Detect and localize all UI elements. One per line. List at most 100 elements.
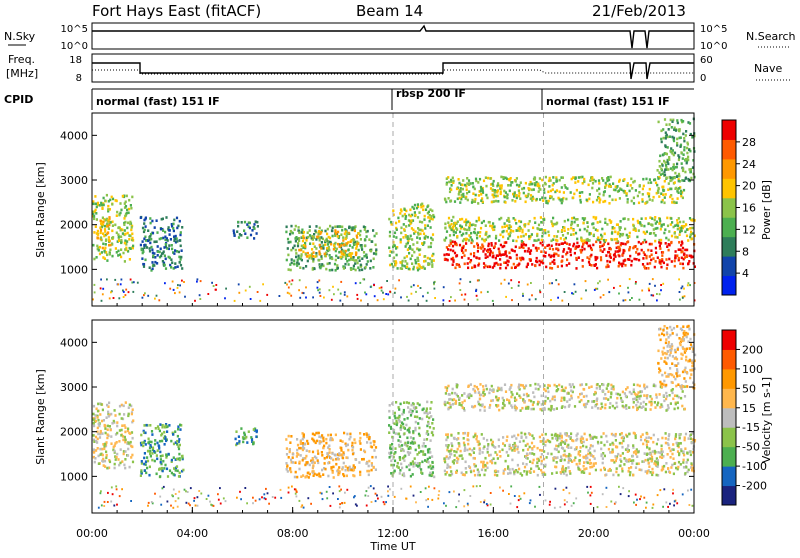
data-cell [132,437,134,440]
data-cell [533,239,535,242]
data-cell [655,247,657,250]
data-cell [149,447,151,450]
data-cell [663,232,665,235]
data-cell [427,458,429,461]
noise-cell [100,287,102,289]
data-cell [486,448,488,451]
data-cell [298,231,300,234]
data-cell [665,164,667,167]
data-cell [130,207,132,210]
data-cell [396,228,398,231]
data-cell [124,424,126,427]
data-cell [595,469,597,472]
data-cell [671,235,673,238]
data-cell [461,256,463,259]
data-cell [511,436,513,439]
data-cell [633,401,635,404]
data-cell [559,179,561,182]
nsearch-tick-top: 10^5 [700,24,727,35]
data-cell [111,422,113,425]
data-cell [295,240,297,243]
data-cell [543,407,545,410]
data-cell [627,450,629,453]
data-cell [395,222,397,225]
data-cell [521,240,523,243]
data-cell [314,230,316,233]
data-cell [556,235,558,238]
data-cell [465,232,467,235]
data-cell [483,437,485,440]
data-cell [602,462,604,465]
data-cell [419,253,421,256]
noise-cell [137,282,139,284]
data-cell [117,458,119,461]
data-cell [679,231,681,234]
data-cell [107,205,109,208]
noise-cell [529,299,531,301]
data-cell [511,267,513,270]
data-cell [313,236,315,239]
data-cell [668,182,670,185]
data-cell [409,408,411,411]
data-cell [296,438,298,441]
data-cell [431,455,433,458]
data-cell [504,201,506,204]
date-title: 21/Feb/2013 [592,2,686,20]
nsky-tick-top: 10^5 [61,24,88,35]
data-cell [605,473,607,476]
data-cell [524,224,526,227]
data-cell [467,443,469,446]
data-cell [649,262,651,265]
data-cell [106,194,108,197]
data-cell [479,235,481,238]
data-cell [326,233,328,236]
data-cell [479,443,481,446]
data-cell [635,404,637,407]
data-cell [406,255,408,258]
data-cell [446,177,448,180]
data-cell [680,119,682,122]
data-cell [650,249,652,252]
data-cell [636,236,638,239]
colorbar-swatch [722,139,736,159]
data-cell [504,222,506,225]
data-cell [120,235,122,238]
data-cell [364,451,366,454]
data-cell [667,467,669,470]
data-cell [297,245,299,248]
data-cell [661,448,663,451]
data-cell [176,465,178,468]
data-cell [595,436,597,439]
data-cell [330,466,332,469]
data-cell [450,453,452,456]
data-cell [533,453,535,456]
nsky-frame [92,23,694,49]
data-cell [612,474,614,477]
data-cell [115,458,117,461]
data-cell [588,233,590,236]
data-cell [117,233,119,236]
data-cell [410,235,412,238]
data-cell [470,232,472,235]
data-cell [622,262,624,265]
data-cell [296,452,298,455]
data-cell [576,242,578,245]
data-cell [565,387,567,390]
nsearch-label: N.Search [746,30,796,43]
data-cell [675,467,677,470]
data-cell [359,259,361,262]
data-cell [375,253,377,256]
data-cell [620,242,622,245]
data-cell [103,464,105,467]
data-cell [513,195,515,198]
data-cell [288,268,290,271]
data-cell [593,227,595,230]
data-cell [107,433,109,436]
data-cell [492,444,494,447]
noise-cell [500,283,502,285]
noise-cell [360,300,362,302]
data-cell [669,394,671,397]
data-cell [238,236,240,239]
data-cell [479,452,481,455]
data-cell [658,171,660,174]
